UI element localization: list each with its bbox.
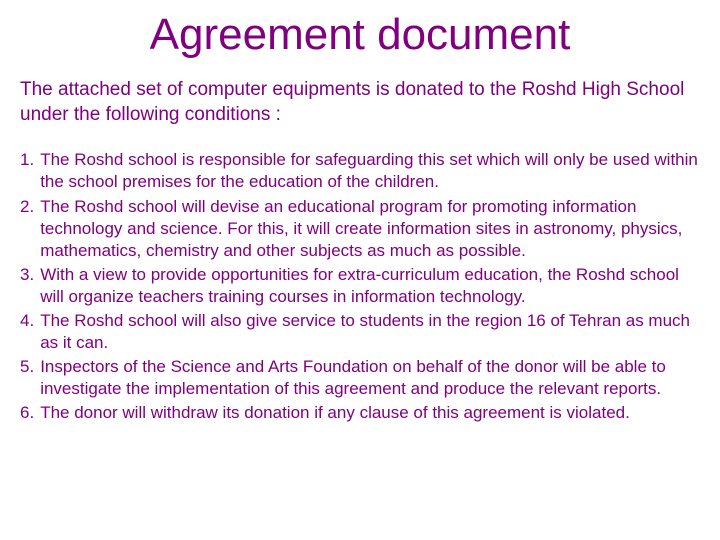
- list-item: 3. With a view to provide opportunities …: [20, 264, 700, 308]
- item-text: The Roshd school is responsible for safe…: [40, 149, 700, 193]
- item-text: Inspectors of the Science and Arts Found…: [40, 356, 700, 400]
- item-text: The donor will withdraw its donation if …: [40, 402, 700, 424]
- title: Agreement document: [20, 10, 700, 60]
- item-number: 6.: [20, 402, 40, 424]
- item-number: 1.: [20, 149, 40, 193]
- item-number: 3.: [20, 264, 40, 308]
- item-number: 2.: [20, 196, 40, 262]
- list-item: 2. The Roshd school will devise an educa…: [20, 196, 700, 262]
- item-text: With a view to provide opportunities for…: [40, 264, 700, 308]
- item-number: 4.: [20, 310, 40, 354]
- list-item: 1. The Roshd school is responsible for s…: [20, 149, 700, 193]
- list-item: 6. The donor will withdraw its donation …: [20, 402, 700, 424]
- item-text: The Roshd school will devise an educatio…: [40, 196, 700, 262]
- item-number: 5.: [20, 356, 40, 400]
- item-text: The Roshd school will also give service …: [40, 310, 700, 354]
- list-item: 5. Inspectors of the Science and Arts Fo…: [20, 356, 700, 400]
- list-item: 4. The Roshd school will also give servi…: [20, 310, 700, 354]
- conditions-list: 1. The Roshd school is responsible for s…: [20, 149, 700, 424]
- intro-text: The attached set of computer equipments …: [20, 78, 700, 127]
- slide: Agreement document The attached set of c…: [0, 0, 720, 540]
